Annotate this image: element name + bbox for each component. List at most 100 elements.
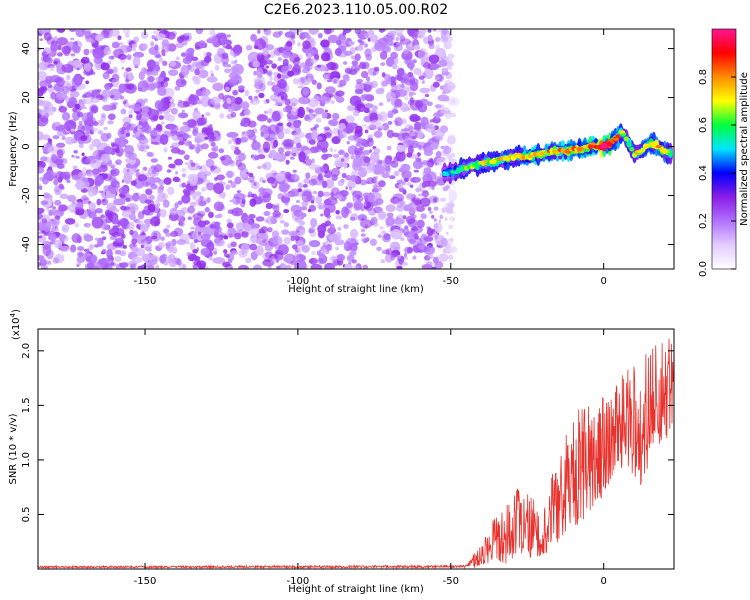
- noise-blob: [306, 34, 311, 40]
- noise-blob: [446, 66, 453, 70]
- noise-blob: [438, 253, 449, 262]
- noise-blob: [95, 185, 99, 190]
- noise-blob: [150, 129, 162, 137]
- noise-blob: [158, 57, 164, 63]
- noise-blob: [393, 44, 403, 52]
- noise-blob: [323, 207, 331, 218]
- noise-blob: [291, 232, 296, 236]
- noise-blob: [65, 136, 75, 145]
- noise-blob: [187, 173, 199, 181]
- noise-blob: [165, 46, 169, 53]
- noise-blob: [167, 156, 172, 160]
- noise-blob: [270, 256, 276, 265]
- noise-blob: [283, 75, 289, 79]
- noise-blob: [248, 172, 254, 178]
- noise-blob: [110, 261, 115, 266]
- signal-ridge-mark: [626, 141, 632, 148]
- noise-blob: [292, 78, 299, 85]
- noise-blob: [307, 208, 312, 213]
- noise-blob: [255, 89, 261, 94]
- noise-blob: [281, 65, 290, 74]
- figure-title: C2E6.2023.110.05.00.R02: [264, 2, 448, 18]
- noise-blob: [186, 251, 192, 257]
- noise-blob: [100, 153, 111, 164]
- spectrogram-xtick-label: -150: [134, 276, 157, 287]
- noise-blob: [392, 218, 405, 225]
- noise-blob: [229, 159, 236, 167]
- noise-blob: [335, 215, 343, 220]
- noise-blob: [282, 58, 289, 64]
- noise-blob: [293, 119, 302, 129]
- noise-blob: [118, 186, 129, 195]
- noise-blob: [199, 210, 205, 214]
- noise-blob: [282, 256, 288, 262]
- noise-blob: [348, 69, 358, 76]
- noise-blob: [142, 149, 147, 153]
- noise-blob: [338, 150, 343, 155]
- noise-blob: [155, 76, 164, 83]
- noise-blob: [241, 198, 246, 204]
- noise-blob: [133, 47, 137, 51]
- noise-blob: [189, 180, 197, 187]
- noise-blob: [326, 61, 337, 71]
- noise-blob: [56, 124, 68, 133]
- noise-blob: [182, 39, 188, 46]
- noise-blob: [331, 136, 341, 145]
- noise-blob: [293, 131, 305, 139]
- noise-blob: [419, 71, 424, 77]
- noise-blob: [320, 52, 331, 62]
- noise-blob: [184, 162, 189, 166]
- noise-blob: [442, 186, 448, 192]
- noise-blob: [283, 222, 289, 228]
- noise-blob: [282, 48, 288, 52]
- noise-blob: [157, 185, 165, 193]
- noise-blob: [120, 108, 127, 115]
- noise-blob: [41, 258, 48, 264]
- noise-blob: [404, 96, 409, 100]
- noise-blob: [441, 67, 449, 73]
- noise-blob: [438, 219, 442, 224]
- noise-blob: [258, 187, 265, 193]
- noise-blob: [418, 75, 425, 80]
- noise-blob: [401, 163, 411, 172]
- noise-blob: [223, 249, 228, 254]
- noise-blob: [163, 130, 167, 136]
- signal-peak-mark: [539, 152, 546, 156]
- noise-blob: [43, 63, 49, 69]
- noise-blob: [248, 133, 257, 141]
- noise-blob: [259, 241, 268, 247]
- noise-blob: [38, 235, 43, 239]
- noise-blob: [290, 235, 296, 242]
- noise-blob: [40, 156, 48, 162]
- noise-blob: [387, 110, 394, 119]
- noise-blob: [235, 159, 243, 167]
- noise-blob: [42, 244, 52, 257]
- noise-blob: [447, 96, 460, 107]
- colorbar-tick-label: 0.6: [698, 117, 709, 133]
- noise-blob: [325, 63, 330, 67]
- noise-blob: [91, 127, 99, 133]
- noise-blob: [315, 117, 322, 123]
- noise-blob: [145, 188, 153, 196]
- noise-blob: [387, 120, 393, 125]
- noise-blob: [354, 88, 364, 95]
- noise-blob: [94, 237, 100, 241]
- noise-blob: [210, 73, 215, 77]
- snr-xtick-label: -50: [443, 576, 459, 587]
- noise-blob: [287, 64, 293, 70]
- noise-blob: [286, 266, 290, 269]
- noise-blob: [38, 209, 42, 214]
- noise-blob: [278, 181, 290, 193]
- noise-blob: [181, 109, 185, 113]
- noise-blob: [449, 237, 454, 242]
- noise-blob: [131, 256, 143, 264]
- noise-blob: [424, 93, 430, 98]
- noise-blob: [400, 237, 405, 241]
- noise-blob: [273, 251, 284, 261]
- noise-blob: [275, 172, 285, 182]
- noise-blob: [256, 54, 265, 64]
- noise-blob: [236, 190, 241, 193]
- noise-blob: [248, 213, 256, 219]
- noise-blob: [218, 148, 225, 154]
- noise-blob: [381, 172, 390, 179]
